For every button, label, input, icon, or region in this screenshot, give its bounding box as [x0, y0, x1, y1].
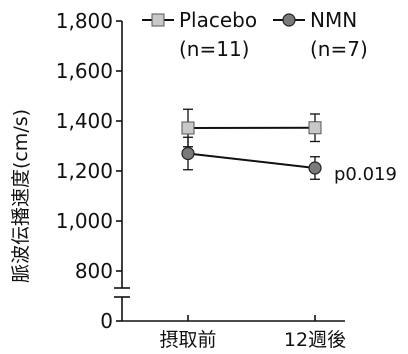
legend-label-0: Placebo	[179, 8, 257, 32]
x-category-label-1: 12週後	[284, 329, 346, 351]
series-line-1	[187, 152, 316, 169]
legend: Placebo (n=11) NMN (n=7)	[142, 8, 368, 61]
y-tick-label-2: 1,000	[56, 209, 113, 233]
legend-n-label-0: (n=11)	[179, 37, 250, 61]
y-tick-label-5: 1,600	[56, 59, 113, 83]
legend-label-1: NMN	[310, 8, 357, 32]
y-tick-label-4: 1,400	[56, 109, 113, 133]
series-0	[181, 108, 322, 148]
data-point-0-0	[181, 121, 195, 135]
x-category-label-0: 摂取前	[159, 329, 216, 351]
legend-item-1: NMN (n=7)	[273, 8, 368, 61]
y-axis: 0 800 1,000 1,200 1,400 1,600 1,800	[56, 9, 130, 333]
legend-n-label-1: (n=7)	[310, 37, 368, 61]
y-tick-label-1: 800	[75, 259, 113, 283]
y-tick-label-6: 1,800	[56, 9, 113, 33]
y-tick-label-0: 0	[100, 309, 113, 333]
legend-marker-1	[282, 13, 296, 27]
series-layer	[181, 108, 322, 180]
y-axis-title: 脈波伝播速度(cm/s)	[10, 109, 32, 283]
x-axis: 摂取前 12週後	[122, 315, 346, 351]
legend-marker-0	[151, 13, 165, 27]
series-1	[181, 136, 322, 180]
y-tick-label-3: 1,200	[56, 159, 113, 183]
data-point-1-0	[181, 146, 195, 161]
data-point-1-1	[308, 161, 322, 175]
data-point-0-1	[308, 121, 322, 135]
p-value-annotation: p0.019	[334, 164, 397, 185]
legend-item-0: Placebo (n=11)	[142, 8, 257, 61]
